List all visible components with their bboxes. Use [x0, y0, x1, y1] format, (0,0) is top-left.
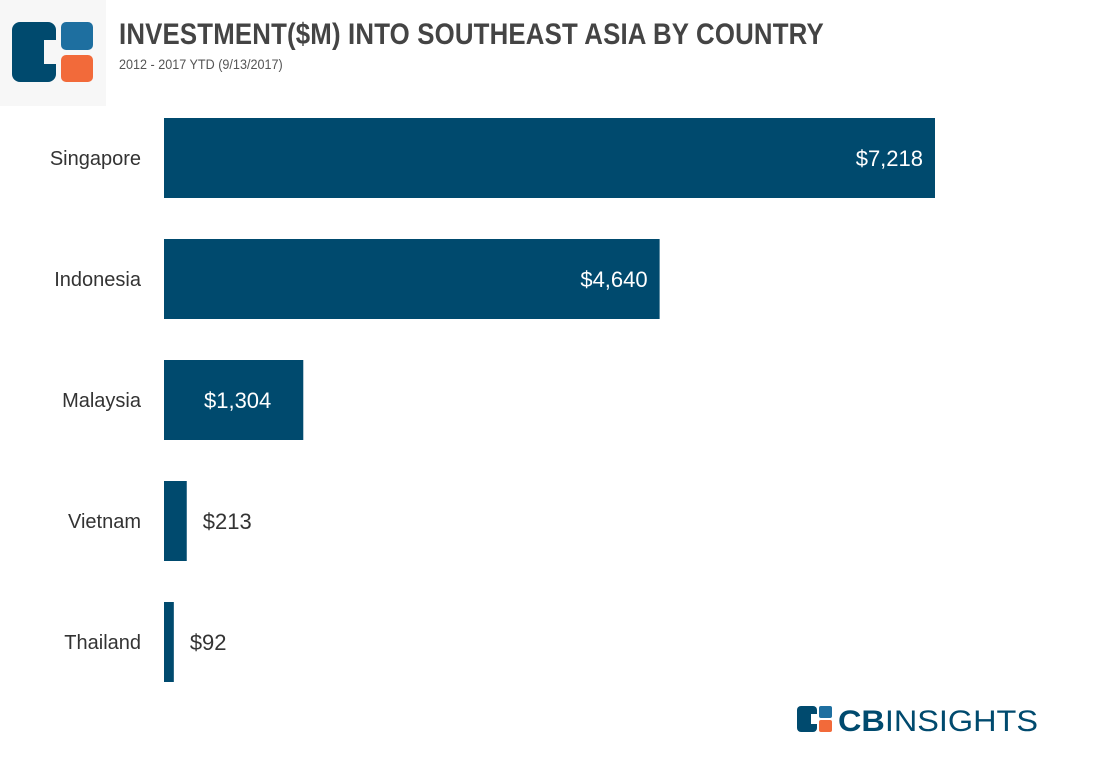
chart-subtitle: 2012 - 2017 YTD (9/13/2017): [119, 56, 283, 72]
cb-insights-logo: CB INSIGHTS: [796, 700, 1046, 745]
value-label-indonesia: $4,640: [580, 267, 647, 292]
value-label-malaysia: $1,304: [204, 388, 271, 413]
category-label-vietnam: Vietnam: [68, 511, 141, 533]
value-label-singapore: $7,218: [856, 146, 923, 171]
bar-chart: Singapore $7,218 Indonesia $4,640 Malaysia $1…: [50, 118, 935, 682]
bar-malaysia: [164, 360, 304, 440]
category-label-singapore: Singapore: [50, 148, 141, 170]
cb-logo-tile: [0, 0, 106, 106]
category-label-malaysia: Malaysia: [62, 390, 142, 412]
bar-singapore: [164, 118, 935, 198]
bar-indonesia: [164, 239, 660, 319]
bar-vietnam: [164, 481, 187, 561]
chart-header: INVESTMENT($M) INTO SOUTHEAST ASIA BY CO…: [119, 18, 939, 72]
cb-insights-wordmark: CB INSIGHTS: [797, 705, 1038, 738]
category-label-indonesia: Indonesia: [54, 269, 142, 291]
wordmark-cb: CB: [838, 705, 885, 738]
value-label-vietnam: $213: [203, 509, 252, 534]
wordmark-insights: INSIGHTS: [885, 705, 1038, 738]
cb-logo-icon: [12, 22, 93, 82]
chart-title: INVESTMENT($M) INTO SOUTHEAST ASIA BY CO…: [119, 18, 824, 51]
value-label-thailand: $92: [190, 630, 227, 655]
bar-thailand: [164, 602, 174, 682]
category-label-thailand: Thailand: [64, 632, 141, 654]
